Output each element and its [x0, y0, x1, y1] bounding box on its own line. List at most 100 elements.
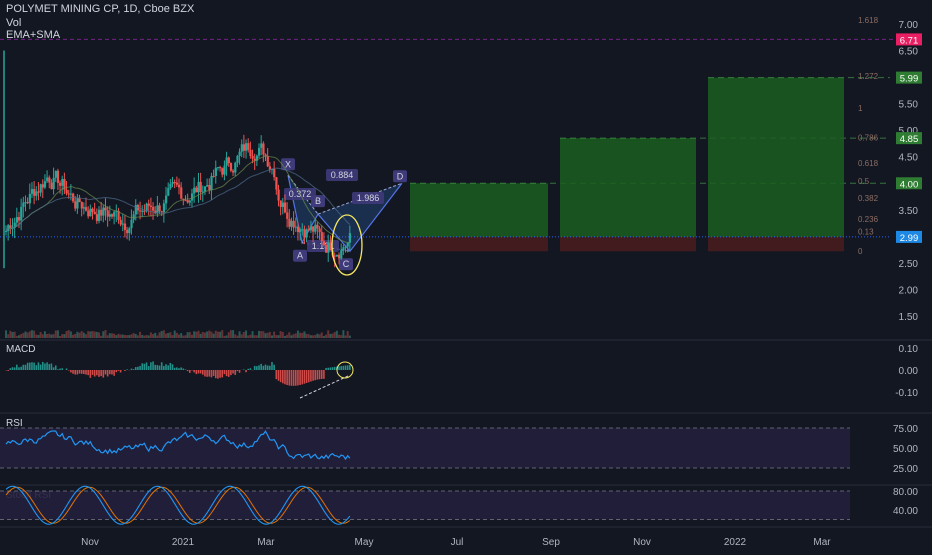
volume-bar — [11, 332, 13, 338]
candle-body — [329, 242, 331, 250]
candle-body — [267, 156, 269, 166]
macd-bar — [211, 370, 213, 377]
volume-bar — [308, 334, 310, 338]
candle-body — [241, 144, 243, 151]
volume-bar — [247, 335, 249, 338]
time-axis-tick: Nov — [81, 537, 99, 548]
macd-bar — [40, 365, 42, 370]
pattern-point-label: A — [297, 251, 303, 261]
volume-bar — [141, 335, 143, 338]
volume-bar — [290, 335, 292, 338]
price-badge-label: 4.00 — [900, 179, 919, 190]
macd-bar — [288, 370, 290, 386]
candle-body — [139, 210, 141, 211]
macd-bar — [334, 367, 336, 370]
candle-body — [243, 144, 245, 150]
volume-bar — [120, 334, 122, 338]
candle-body — [319, 228, 321, 232]
price-axis-tick: 1.50 — [899, 312, 919, 323]
candle-body — [215, 168, 217, 176]
macd-bar — [109, 370, 111, 374]
candle-body — [197, 182, 199, 192]
macd-bar — [226, 370, 228, 376]
macd-bar — [167, 365, 169, 370]
price-axis-tick: 3.50 — [899, 206, 919, 217]
volume-bar — [265, 333, 267, 338]
macd-bar — [232, 370, 234, 374]
candle-body — [33, 189, 35, 196]
macd-bar — [111, 370, 113, 374]
macd-bar — [338, 366, 340, 370]
candle-body — [83, 207, 85, 208]
candle-body — [323, 241, 325, 245]
volume-bar — [206, 331, 208, 338]
macd-bar — [14, 367, 16, 370]
candle-body — [74, 201, 76, 208]
candle-body — [228, 157, 230, 163]
candle-body — [345, 246, 347, 247]
macd-bar — [77, 370, 79, 374]
indicator-ema-sma-label[interactable]: EMA+SMA — [6, 29, 60, 41]
macd-bar — [83, 370, 85, 374]
macd-bar — [48, 364, 50, 370]
macd-bar — [204, 370, 206, 376]
indicator-vol-label[interactable]: Vol — [6, 17, 21, 29]
candle-body — [5, 231, 7, 232]
volume-bar — [98, 332, 100, 338]
macd-bar — [271, 362, 273, 370]
candle-body — [349, 233, 351, 243]
macd-bar — [90, 370, 92, 378]
candle-body — [340, 250, 342, 258]
macd-bar — [319, 370, 321, 379]
volume-bar — [267, 333, 269, 338]
candle-body — [37, 191, 39, 192]
candle-body — [159, 205, 161, 211]
volume-bar — [312, 335, 314, 338]
stop-zone — [708, 237, 844, 251]
volume-bar — [167, 333, 169, 338]
pattern-ratio-label: 1.986 — [357, 193, 380, 203]
volume-bar — [336, 331, 338, 338]
time-axis-tick: 2021 — [172, 537, 195, 548]
volume-bar — [159, 332, 161, 338]
candle-body — [260, 143, 262, 147]
volume-bar — [258, 331, 260, 338]
pattern-point-label: C — [343, 259, 350, 269]
macd-bar — [53, 367, 55, 370]
volume-bar — [115, 335, 117, 338]
price-badge-label: 2.99 — [900, 233, 919, 244]
volume-bar — [83, 333, 85, 338]
volume-bar — [100, 336, 102, 338]
volume-bar — [76, 332, 78, 338]
volume-bar — [133, 333, 135, 338]
macd-bar — [304, 370, 306, 384]
volume-bar — [347, 331, 349, 338]
macd-bar — [139, 366, 141, 370]
candle-body — [107, 210, 109, 216]
target-zone — [410, 183, 548, 237]
volume-bar — [340, 335, 342, 338]
macd-bar — [280, 370, 282, 382]
candle-body — [310, 226, 312, 230]
volume-bar — [262, 331, 264, 338]
candle-body — [53, 178, 55, 189]
volume-bar — [193, 331, 195, 338]
candle-body — [284, 203, 286, 213]
volume-bar — [9, 331, 11, 338]
macd-bar — [7, 370, 9, 371]
fib-level-label: 1 — [858, 104, 863, 113]
candle-body — [334, 256, 336, 257]
volume-bar — [280, 331, 282, 338]
candle-body — [295, 227, 297, 228]
macd-bar — [137, 367, 139, 370]
macd-bar — [27, 363, 29, 370]
candle-body — [187, 200, 189, 202]
macd-bar — [297, 370, 299, 385]
macd-bar — [278, 370, 280, 381]
macd-bar — [165, 364, 167, 370]
volume-bar — [260, 331, 262, 338]
candle-body — [249, 150, 251, 156]
macd-bar — [135, 367, 137, 370]
macd-bar — [250, 368, 252, 370]
